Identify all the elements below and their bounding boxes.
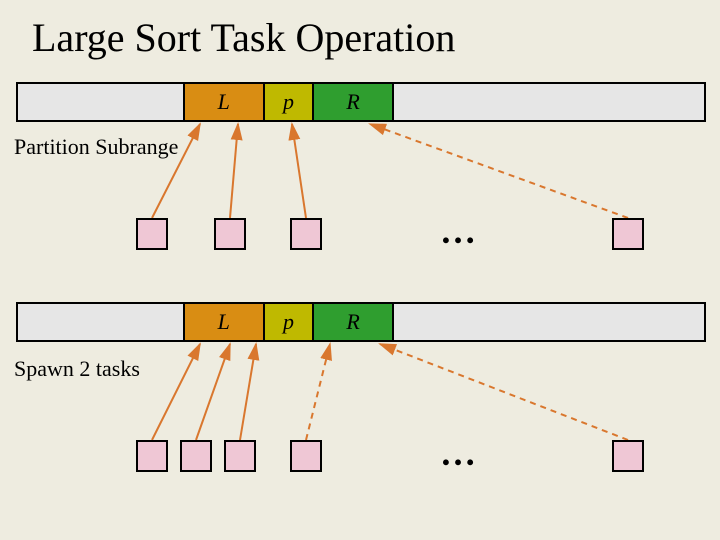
task-square: [224, 440, 256, 472]
ellipsis: …: [440, 210, 476, 252]
bar-segment: L: [185, 84, 265, 120]
bar-segment: R: [314, 304, 394, 340]
slide-title: Large Sort Task Operation: [32, 14, 455, 61]
bar2: LpR: [16, 302, 706, 342]
bar-segment: R: [314, 84, 394, 120]
bar-segment: L: [185, 304, 265, 340]
task-square: [290, 218, 322, 250]
task-square: [136, 440, 168, 472]
task-square: [290, 440, 322, 472]
bar-segment: [18, 304, 185, 340]
caption-label: Spawn 2 tasks: [14, 356, 140, 382]
task-square: [214, 218, 246, 250]
ellipsis: …: [440, 432, 476, 474]
task-square: [612, 218, 644, 250]
task-square: [612, 440, 644, 472]
bar-segment: [394, 304, 704, 340]
bar-segment: p: [265, 84, 315, 120]
caption-label: Partition Subrange: [14, 134, 178, 160]
bar-segment: [18, 84, 185, 120]
bar-segment: p: [265, 304, 315, 340]
task-square: [180, 440, 212, 472]
bar-segment: [394, 84, 704, 120]
task-square: [136, 218, 168, 250]
bar1: LpR: [16, 82, 706, 122]
